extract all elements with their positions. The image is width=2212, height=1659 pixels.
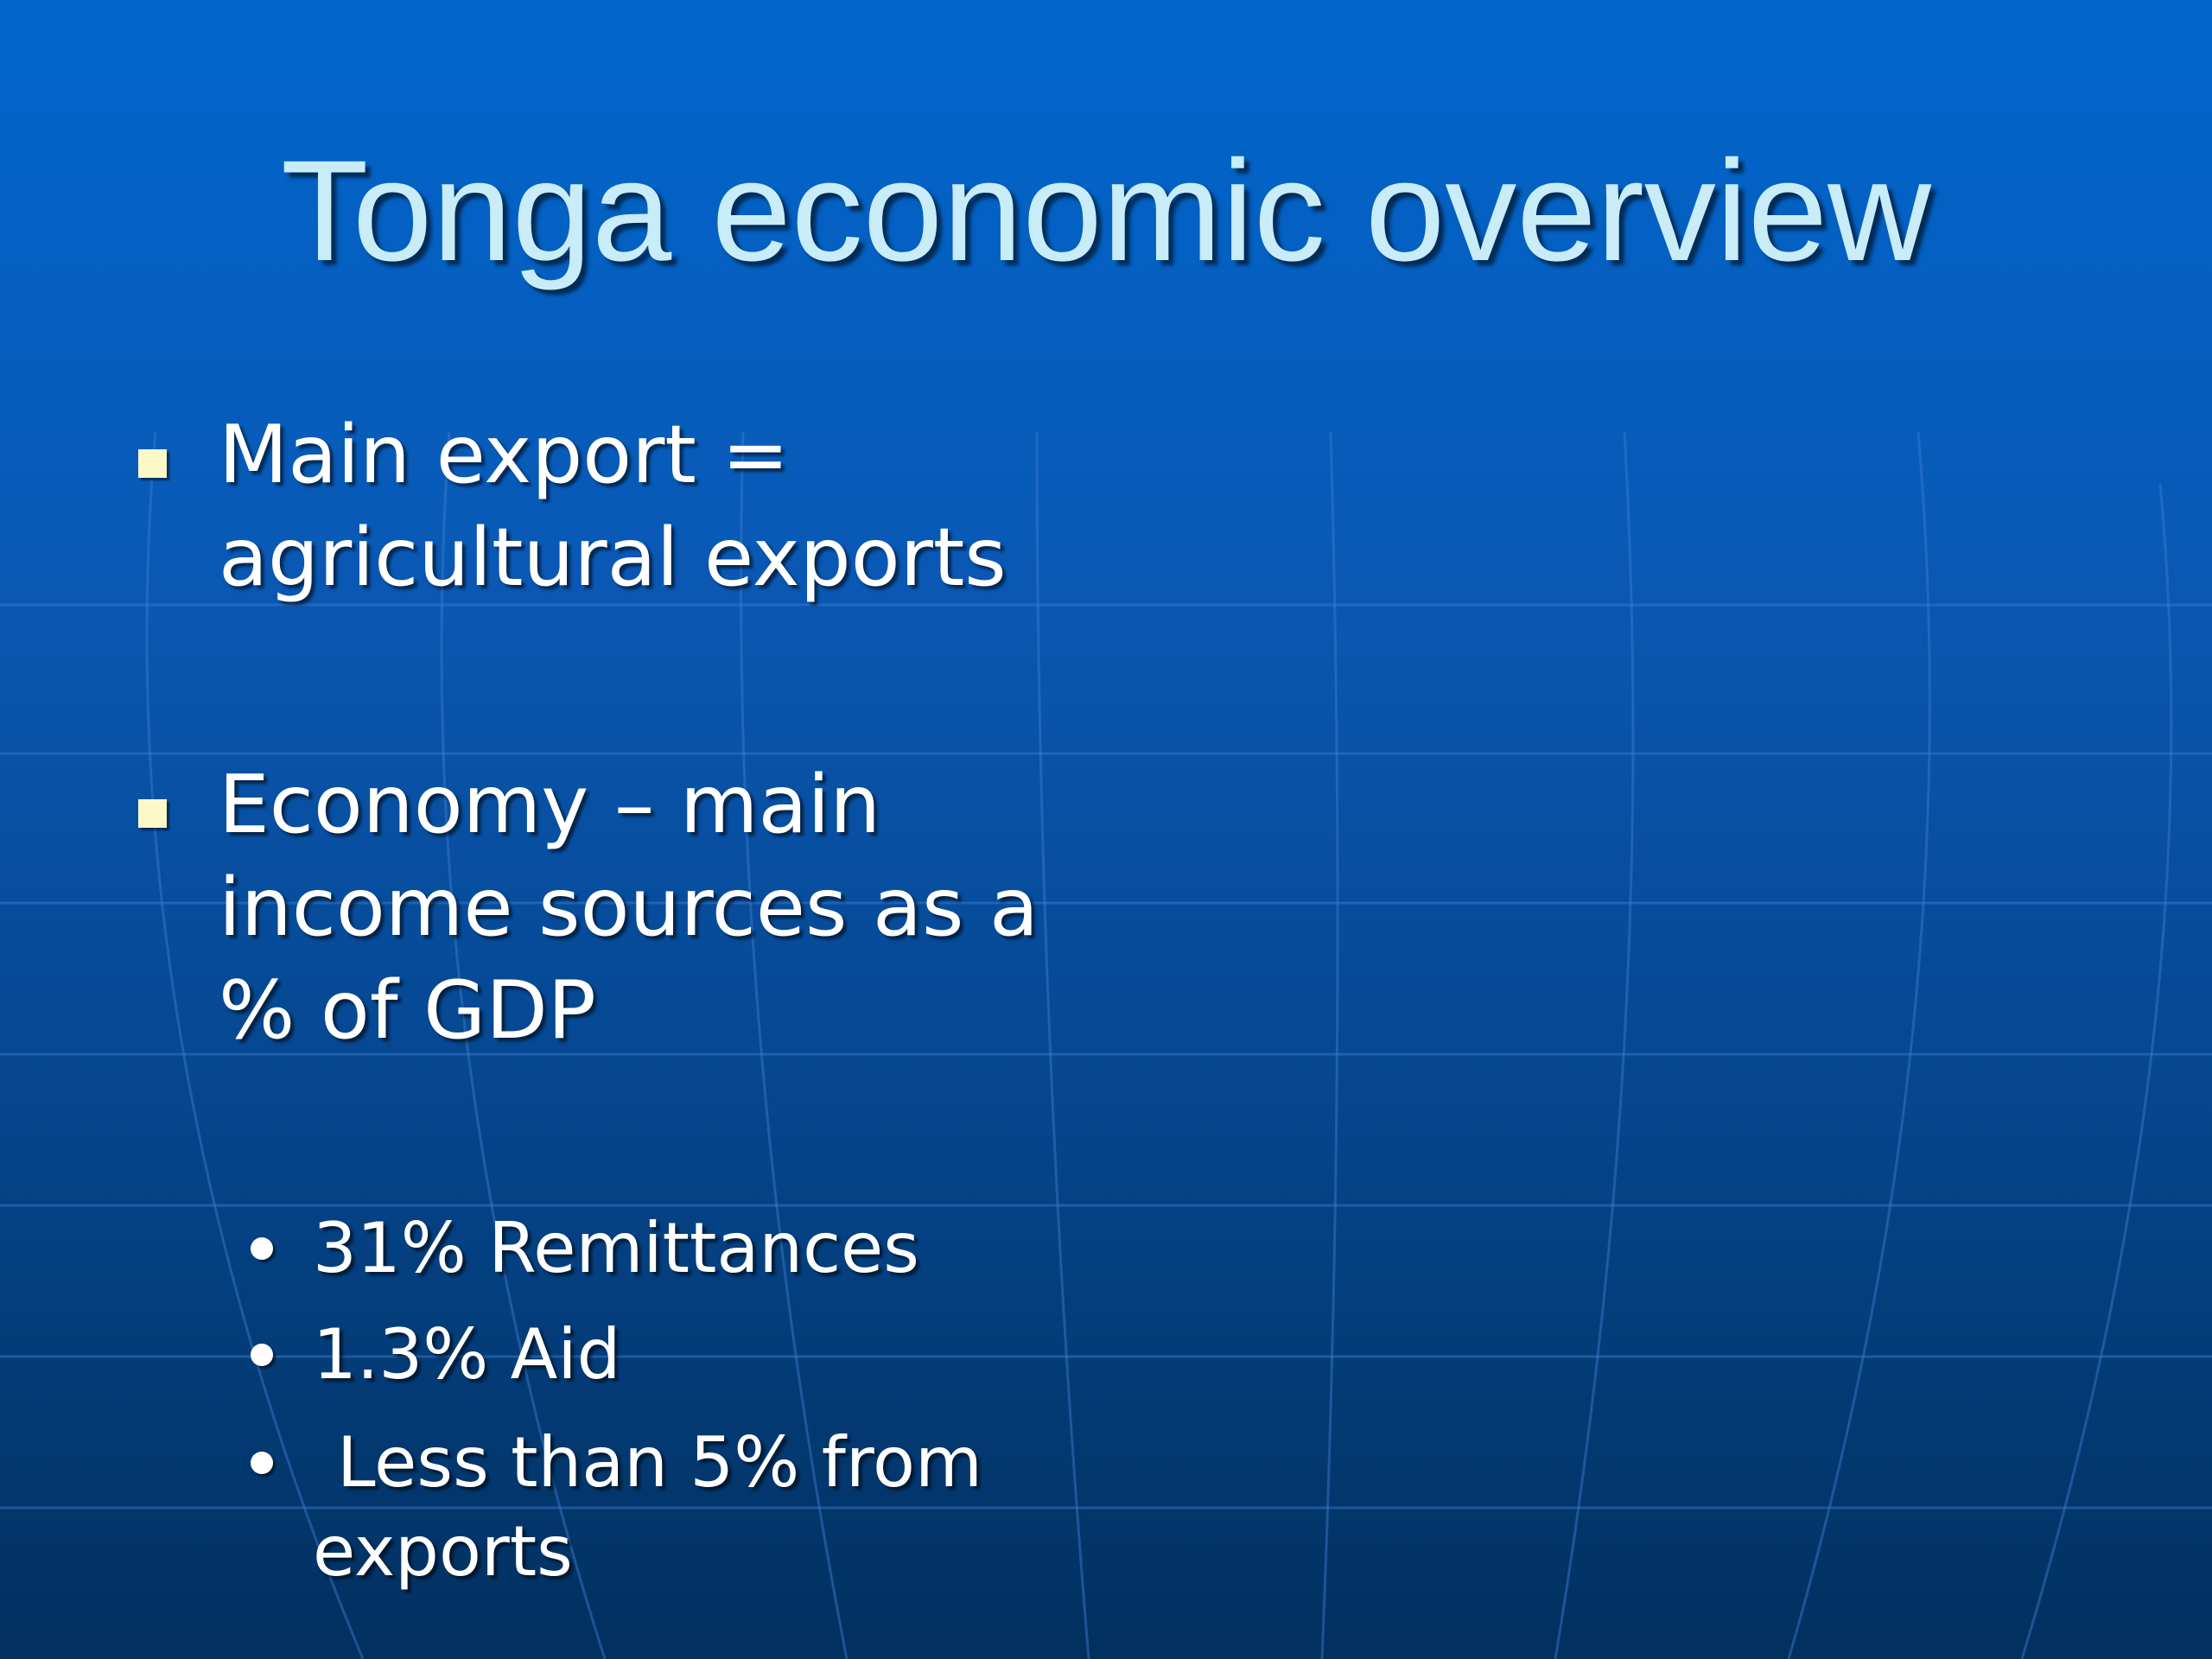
bullet-text: Main export = agricultural exports — [219, 408, 1007, 604]
sub-bullet-text: 1.3% Aid — [313, 1314, 621, 1395]
bullet-marker — [138, 449, 167, 478]
slide-title: Tonga economic overview — [281, 131, 1931, 291]
bullet-text: Economy – main income sources as a % of … — [219, 758, 1039, 1057]
bullet-marker — [138, 799, 167, 828]
sub-bullet-marker — [251, 1452, 273, 1474]
sub-bullet-marker — [251, 1237, 273, 1260]
sub-bullet-text: Less than 5% from exports — [313, 1422, 982, 1592]
sub-bullet-marker — [251, 1344, 273, 1366]
sub-bullet-text: 31% Remittances — [313, 1208, 919, 1288]
